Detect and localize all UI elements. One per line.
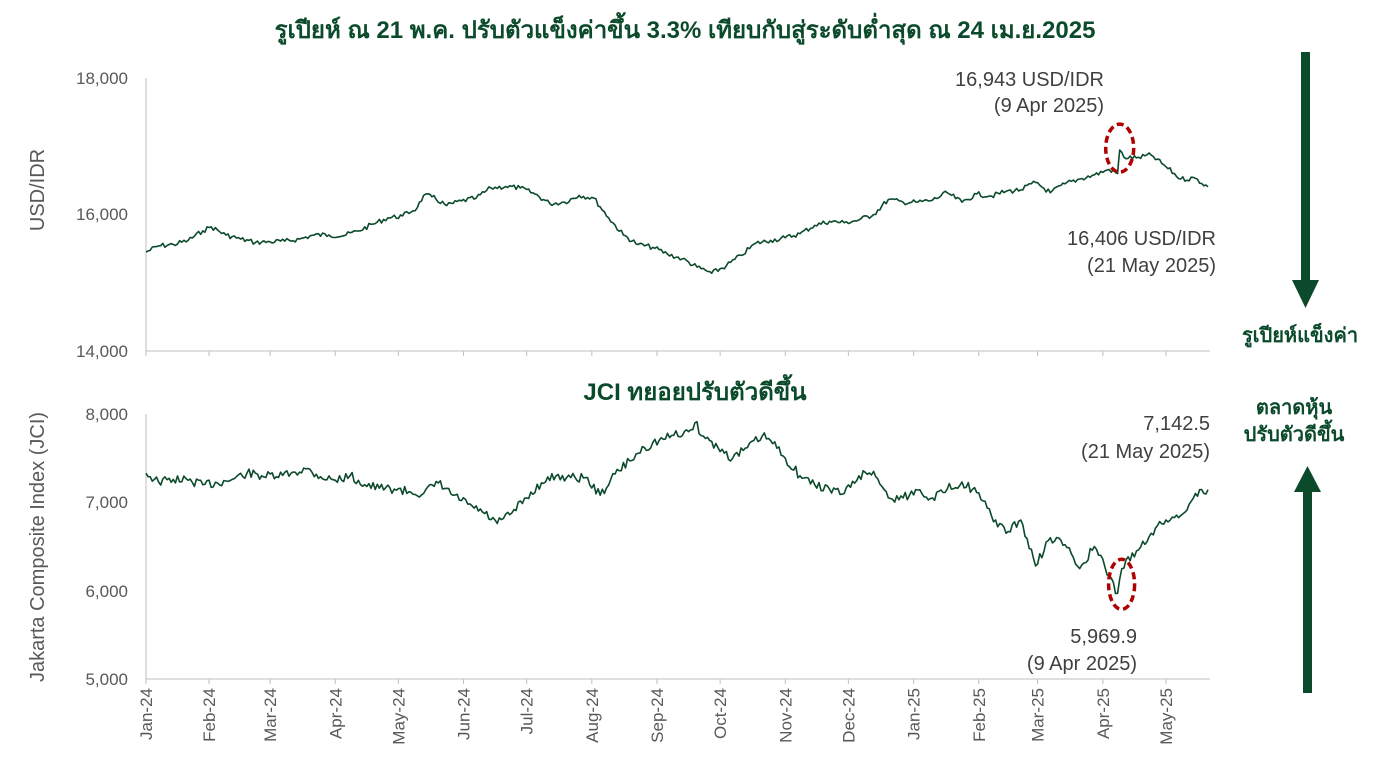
usd-peak-highlight — [1103, 122, 1136, 174]
usd-idr-series-line — [145, 149, 1209, 274]
usd-peak-value: 16,943 USD/IDR — [955, 69, 1104, 91]
top-y-tick: 14,000 — [76, 342, 128, 361]
bottom-y-tick: 5,000 — [85, 670, 128, 689]
bottom-chart-title: JCI ทยอยปรับตัวดีขึ้น — [583, 373, 807, 406]
x-tick-label: Mar-24 — [261, 688, 280, 742]
bottom-chart-axes: 8,000 7,000 6,000 5,000 Jakarta Composit… — [27, 405, 1210, 689]
x-tick-label: Jan-25 — [905, 688, 924, 740]
bottom-y-tick: 7,000 — [85, 493, 128, 512]
stock-market-label-line1: ตลาดหุ้น — [1256, 396, 1333, 420]
usd-peak-date: (9 Apr 2025) — [994, 95, 1104, 117]
x-tick-label: Dec-24 — [839, 688, 858, 743]
top-y-axis-label: USD/IDR — [27, 149, 49, 231]
x-tick-label: Jul-24 — [518, 688, 537, 734]
top-y-tick: 16,000 — [76, 205, 128, 224]
bottom-y-tick: 6,000 — [85, 582, 128, 601]
top-chart-title: รูเปียห์ ณ 21 พ.ค. ปรับตัวแข็งค่าขึ้น 3.… — [275, 11, 1096, 46]
top-y-tick: 18,000 — [76, 69, 128, 88]
jci-trough-value: 5,969.9 — [1070, 626, 1137, 648]
top-chart-axes: 18,000 16,000 14,000 USD/IDR — [27, 69, 1210, 361]
rupiah-strengthen-label: รูเปียห์แข็งค่า — [1242, 322, 1358, 349]
x-tick-label: Aug-24 — [583, 688, 602, 743]
x-tick-label: Jan-24 — [137, 688, 156, 740]
usd-latest-value: 16,406 USD/IDR — [1067, 228, 1216, 250]
rupiah-strengthen-arrow-icon — [1292, 52, 1319, 308]
jci-trough-date: (9 Apr 2025) — [1027, 653, 1137, 675]
x-tick-label: Feb-24 — [200, 688, 219, 742]
x-axis-tick-labels: Jan-24 Feb-24 Mar-24 Apr-24 May-24 Jun-24 Jul-… — [137, 679, 1176, 745]
jci-trough-highlight — [1106, 557, 1137, 612]
x-tick-label: Apr-25 — [1094, 688, 1113, 739]
top-x-tick-marks — [145, 351, 1167, 356]
jci-latest-value: 7,142.5 — [1143, 413, 1210, 435]
x-tick-label: Sep-24 — [648, 688, 667, 743]
bottom-y-axis-label: Jakarta Composite Index (JCI) — [27, 412, 49, 682]
stock-market-up-arrow-icon — [1294, 466, 1321, 693]
x-tick-label: Apr-24 — [326, 688, 345, 739]
jci-latest-date: (21 May 2025) — [1081, 441, 1210, 463]
x-tick-label: Mar-25 — [1029, 688, 1048, 742]
usd-latest-date: (21 May 2025) — [1087, 255, 1216, 277]
x-tick-label: May-25 — [1157, 688, 1176, 745]
x-tick-label: Jun-24 — [455, 688, 474, 740]
bottom-y-tick: 8,000 — [85, 405, 128, 424]
x-tick-label: Feb-25 — [970, 688, 989, 742]
jci-series-line — [145, 420, 1209, 595]
stock-market-label-line2: ปรับตัวดีขึ้น — [1244, 419, 1345, 446]
x-tick-label: May-24 — [389, 688, 408, 745]
x-tick-label: Nov-24 — [776, 688, 795, 743]
x-tick-label: Oct-24 — [711, 688, 730, 739]
